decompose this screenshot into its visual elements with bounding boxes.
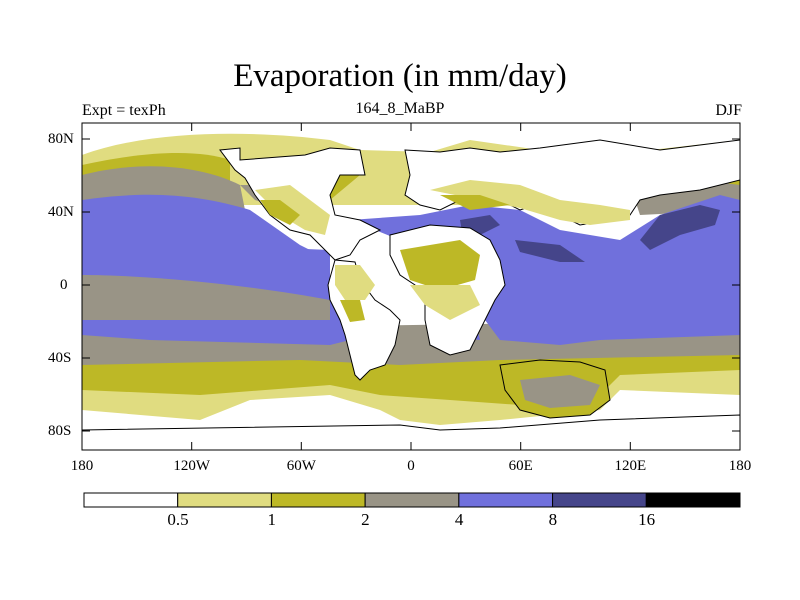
experiment-label: Expt = texPh (82, 102, 166, 119)
period-label: 164_8_MaBP (355, 100, 445, 117)
y-tick-label: 80N (48, 131, 74, 147)
evaporation-field (82, 123, 740, 450)
y-tick-label: 40S (48, 350, 72, 366)
y-tick-label: 40N (48, 204, 74, 220)
colorbar-level-label: 1 (267, 510, 276, 529)
season-label: DJF (715, 102, 742, 119)
colorbar-level-label: 0.5 (167, 510, 189, 529)
colorbar-level-label: 4 (454, 510, 464, 529)
y-tick-label: 0 (60, 277, 68, 293)
colorbar-swatch (83, 492, 179, 508)
contour-band-8-16 (640, 205, 720, 250)
colorbar-level-label: 8 (548, 510, 558, 529)
colorbar-swatch (552, 492, 647, 508)
x-tick-label: 120E (614, 458, 647, 474)
y-tick-label: 80S (48, 423, 72, 439)
x-tick-label: 180 (70, 458, 94, 474)
x-tick-label: 60E (508, 458, 533, 474)
x-tick-label: 0 (407, 458, 415, 474)
land-eurasia (404, 139, 740, 226)
y-axis-ticks (82, 138, 740, 432)
x-tick-label: 60W (286, 458, 316, 474)
colorbar-swatch (270, 492, 366, 508)
colorbar-swatch (177, 492, 272, 508)
colorbar-level-label: 2 (361, 510, 370, 529)
colorbar-swatch (645, 492, 741, 508)
land-antarctica (82, 414, 740, 450)
colorbar-swatch (458, 492, 554, 508)
x-tick-label: 180 (728, 458, 752, 474)
colorbar-swatch (364, 492, 460, 508)
colorbar-level-label: 16 (638, 510, 656, 529)
plot-title: Evaporation (in mm/day) (233, 58, 567, 94)
x-tick-label: 120W (173, 458, 211, 474)
colorbar (83, 492, 741, 508)
x-axis-ticks (81, 123, 741, 450)
